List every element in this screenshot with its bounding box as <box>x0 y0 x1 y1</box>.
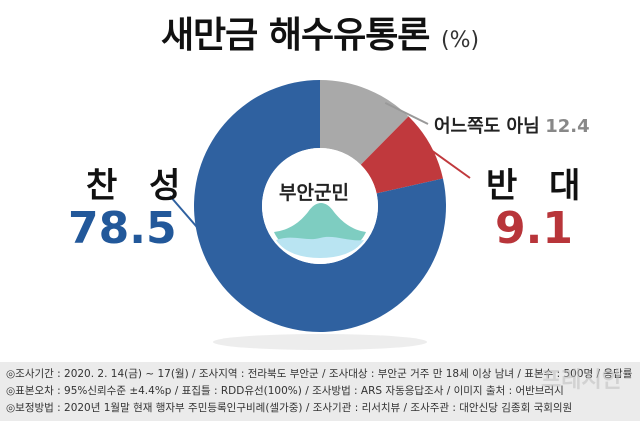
wave-icon-back <box>276 236 364 258</box>
agree-value: 78.5 <box>68 203 177 254</box>
oppose-label: 반 대 <box>486 166 591 206</box>
title-text: 새만금 해수유통론 <box>160 15 430 56</box>
footer-line-1: ◎조사기간 : 2020. 2. 14(금) ~ 17(월) / 조사지역 : … <box>6 368 634 380</box>
slice-oppose <box>360 116 443 194</box>
donut-shadow <box>212 334 428 350</box>
neutral-label-text: 어느쪽도 아님 <box>434 116 540 137</box>
neutral-value: 12.4 <box>545 116 590 137</box>
agree-label: 찬 성 <box>86 166 191 206</box>
center-label: 부안군민 <box>279 182 349 204</box>
watermark-logo: 프레시안 <box>541 368 622 393</box>
leader-oppose <box>426 146 471 179</box>
oppose-value: 9.1 <box>495 203 573 254</box>
survey-footer: ◎조사기간 : 2020. 2. 14(금) ~ 17(월) / 조사지역 : … <box>0 362 640 421</box>
slice-neutral <box>320 80 409 165</box>
slice-agree <box>194 80 446 333</box>
footer-line-3: ◎보정방법 : 2020년 1월말 현재 행자부 주민등록인구비례(셀가중) /… <box>6 402 573 414</box>
neutral-label: 어느쪽도 아님 12.4 <box>434 112 590 138</box>
leader-neutral <box>384 102 429 125</box>
title-unit: (%) <box>440 28 480 53</box>
leader-agree <box>169 195 202 233</box>
chart-title: 새만금 해수유통론 (%) <box>0 6 640 58</box>
footer-line-2: ◎표본오차 : 95%신뢰수준 ±4.4%p / 표집틀 : RDD유선(100… <box>6 385 564 397</box>
